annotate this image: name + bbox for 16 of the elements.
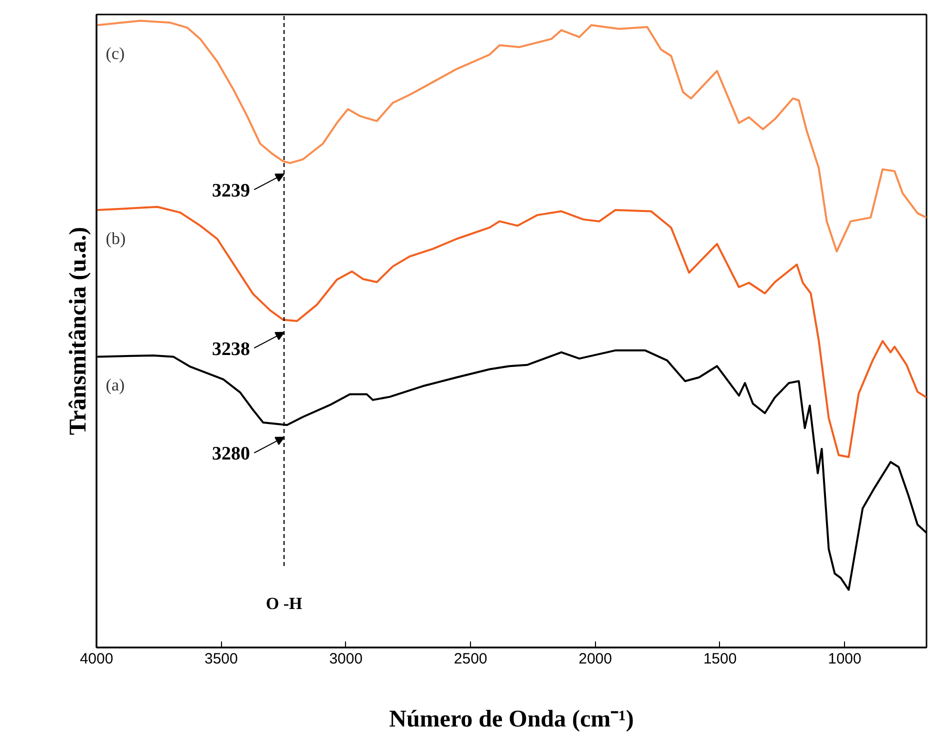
x-tick-label: 2500 — [454, 650, 488, 668]
x-tick-label: 1000 — [828, 650, 862, 668]
annotation: 3280 — [212, 444, 250, 465]
x-tick-label: 4000 — [80, 650, 114, 668]
series-label: (a) — [106, 376, 125, 394]
y-axis-title: Trânsmitância (u.a.) — [66, 226, 92, 436]
x-tick-label: 1500 — [703, 650, 737, 668]
series-label: (c) — [106, 44, 125, 63]
series-label: (b) — [106, 228, 126, 248]
x-tick-label: 3000 — [329, 650, 363, 668]
ref-line-label: O -H — [266, 594, 302, 614]
annotation: 3239 — [212, 180, 250, 202]
x-axis-title: Número de Onda (cm⁻¹) — [389, 706, 634, 732]
x-tick-label: 3500 — [204, 650, 238, 668]
x-tick-label: 2000 — [578, 650, 612, 668]
annotation: 3238 — [212, 338, 250, 360]
